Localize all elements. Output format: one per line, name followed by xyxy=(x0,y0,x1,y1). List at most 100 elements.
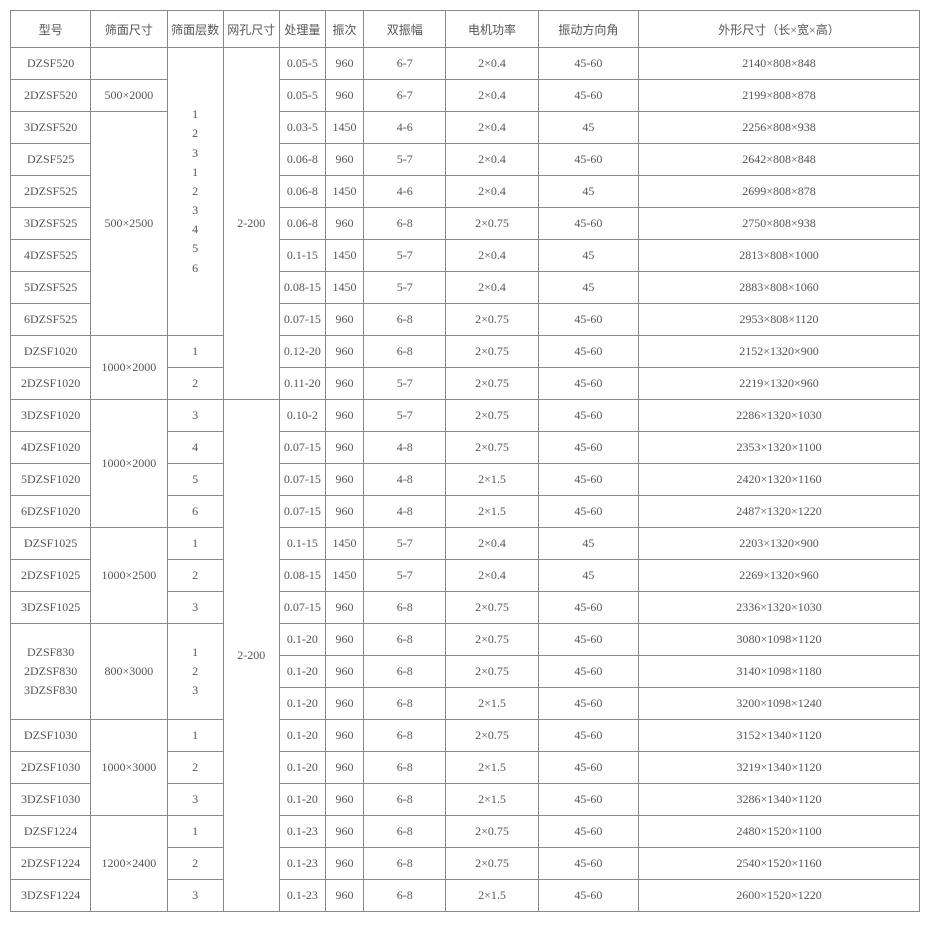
cell-power: 2×0.4 xyxy=(446,560,538,592)
cell-dim: 2152×1320×900 xyxy=(639,336,920,368)
table-row: DZSF520 123123456 2-200 0.05-5 960 6-7 2… xyxy=(11,48,920,80)
cell-power: 2×1.5 xyxy=(446,464,538,496)
cell-power: 2×0.4 xyxy=(446,80,538,112)
cell-freq: 1450 xyxy=(325,112,363,144)
cell-angle: 45-60 xyxy=(538,496,638,528)
cell-angle: 45 xyxy=(538,112,638,144)
cell-freq: 960 xyxy=(325,304,363,336)
cell-amp: 6-8 xyxy=(364,784,446,816)
cell-proc: 0.12-20 xyxy=(279,336,325,368)
cell-proc: 0.07-15 xyxy=(279,464,325,496)
cell-dim: 3219×1340×1120 xyxy=(639,752,920,784)
cell-layer: 1 xyxy=(167,720,223,752)
cell-layer: 3 xyxy=(167,400,223,432)
cell-dim: 2269×1320×960 xyxy=(639,560,920,592)
header-proc: 处理量 xyxy=(279,11,325,48)
table-row: DZSF1025 1000×2500 1 0.1-15 1450 5-7 2×0… xyxy=(11,528,920,560)
cell-amp: 4-6 xyxy=(364,112,446,144)
cell-amp: 6-8 xyxy=(364,592,446,624)
cell-freq: 960 xyxy=(325,688,363,720)
cell-amp: 6-8 xyxy=(364,656,446,688)
cell-screen-size: 1000×3000 xyxy=(91,720,167,816)
cell-proc: 0.07-15 xyxy=(279,592,325,624)
cell-amp: 4-6 xyxy=(364,176,446,208)
cell-freq: 1450 xyxy=(325,176,363,208)
cell-angle: 45-60 xyxy=(538,48,638,80)
cell-model: 6DZSF1020 xyxy=(11,496,91,528)
cell-proc: 0.1-20 xyxy=(279,624,325,656)
cell-model: DZSF1030 xyxy=(11,720,91,752)
cell-layer: 5 xyxy=(167,464,223,496)
table-row: 3DZSF520 500×2500 0.03-5 1450 4-6 2×0.4 … xyxy=(11,112,920,144)
cell-amp: 6-8 xyxy=(364,336,446,368)
cell-layer: 6 xyxy=(167,496,223,528)
cell-power: 2×1.5 xyxy=(446,496,538,528)
cell-proc: 0.06-8 xyxy=(279,176,325,208)
cell-proc: 0.1-23 xyxy=(279,816,325,848)
cell-freq: 1450 xyxy=(325,528,363,560)
cell-model: 2DZSF1025 xyxy=(11,560,91,592)
cell-layer: 2 xyxy=(167,368,223,400)
cell-freq: 960 xyxy=(325,848,363,880)
cell-freq: 960 xyxy=(325,400,363,432)
cell-angle: 45-60 xyxy=(538,688,638,720)
cell-proc: 0.1-20 xyxy=(279,656,325,688)
table-row: DZSF1224 1200×2400 1 0.1-23 960 6-8 2×0.… xyxy=(11,816,920,848)
cell-power: 2×0.75 xyxy=(446,208,538,240)
cell-dim: 2883×808×1060 xyxy=(639,272,920,304)
cell-layer: 1 xyxy=(167,816,223,848)
cell-freq: 960 xyxy=(325,336,363,368)
cell-power: 2×0.75 xyxy=(446,400,538,432)
cell-dim: 3080×1098×1120 xyxy=(639,624,920,656)
cell-model-830: DZSF8302DZSF8303DZSF830 xyxy=(11,624,91,720)
cell-freq: 960 xyxy=(325,720,363,752)
cell-screen-size: 800×3000 xyxy=(91,624,167,720)
cell-dim: 2953×808×1120 xyxy=(639,304,920,336)
cell-screen-size: 1000×2500 xyxy=(91,528,167,624)
cell-dim: 3286×1340×1120 xyxy=(639,784,920,816)
cell-dim: 3200×1098×1240 xyxy=(639,688,920,720)
cell-power: 2×1.5 xyxy=(446,784,538,816)
cell-angle: 45-60 xyxy=(538,624,638,656)
cell-amp: 4-8 xyxy=(364,496,446,528)
cell-freq: 960 xyxy=(325,816,363,848)
cell-proc: 0.1-20 xyxy=(279,752,325,784)
cell-power: 2×0.75 xyxy=(446,304,538,336)
header-dim: 外形尺寸（长×宽×高） xyxy=(639,11,920,48)
cell-power: 2×0.75 xyxy=(446,720,538,752)
cell-amp: 5-7 xyxy=(364,240,446,272)
cell-model: 3DZSF1020 xyxy=(11,400,91,432)
cell-model: 2DZSF1020 xyxy=(11,368,91,400)
cell-layer: 2 xyxy=(167,848,223,880)
cell-model: 3DZSF520 xyxy=(11,112,91,144)
cell-dim: 2480×1520×1100 xyxy=(639,816,920,848)
cell-amp: 6-8 xyxy=(364,880,446,912)
cell-power: 2×0.75 xyxy=(446,336,538,368)
cell-amp: 6-7 xyxy=(364,48,446,80)
cell-proc: 0.11-20 xyxy=(279,368,325,400)
header-row: 型号 筛面尺寸 筛面层数 网孔尺寸 处理量 振次 双振幅 电机功率 振动方向角 … xyxy=(11,11,920,48)
header-angle: 振动方向角 xyxy=(538,11,638,48)
cell-model: DZSF520 xyxy=(11,48,91,80)
cell-layer: 3 xyxy=(167,784,223,816)
cell-angle: 45-60 xyxy=(538,880,638,912)
cell-power: 2×0.75 xyxy=(446,368,538,400)
cell-amp: 5-7 xyxy=(364,368,446,400)
cell-angle: 45 xyxy=(538,272,638,304)
cell-dim: 2420×1320×1160 xyxy=(639,464,920,496)
cell-model: 3DZSF525 xyxy=(11,208,91,240)
cell-power: 2×0.75 xyxy=(446,816,538,848)
cell-layer: 2 xyxy=(167,560,223,592)
cell-freq: 960 xyxy=(325,80,363,112)
cell-mesh-block2: 2-200 xyxy=(223,400,279,912)
cell-power: 2×0.4 xyxy=(446,144,538,176)
cell-angle: 45-60 xyxy=(538,656,638,688)
cell-angle: 45-60 xyxy=(538,464,638,496)
cell-model: 5DZSF1020 xyxy=(11,464,91,496)
cell-model: 4DZSF1020 xyxy=(11,432,91,464)
cell-dim: 2336×1320×1030 xyxy=(639,592,920,624)
cell-layer: 1 xyxy=(167,528,223,560)
cell-proc: 0.06-8 xyxy=(279,208,325,240)
cell-freq: 960 xyxy=(325,880,363,912)
cell-freq: 960 xyxy=(325,752,363,784)
